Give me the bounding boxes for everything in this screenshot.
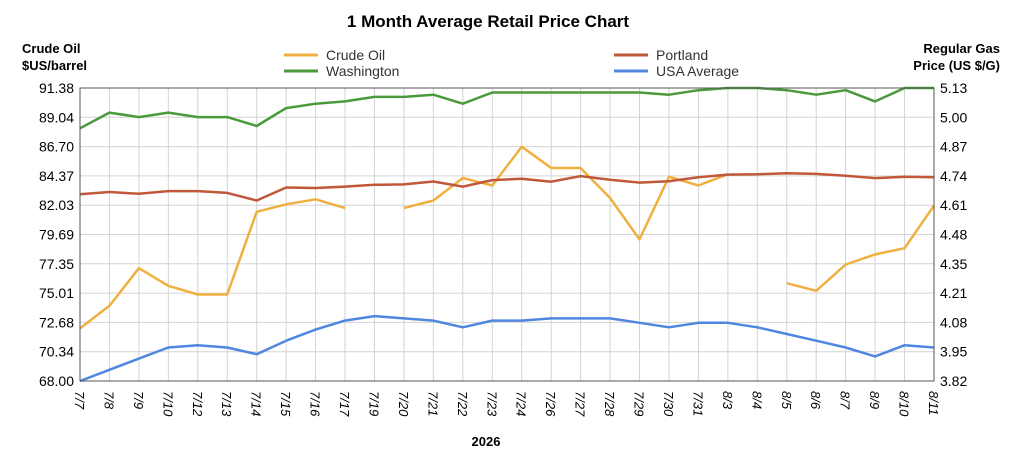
x-tick-label: 7/10 xyxy=(160,391,175,417)
x-tick-label: 7/9 xyxy=(131,391,146,409)
x-tick-label: 7/14 xyxy=(249,391,264,416)
left-axis-label-line2: $US/barrel xyxy=(22,58,87,73)
x-tick-label: 8/5 xyxy=(779,391,794,410)
x-tick-label: 7/7 xyxy=(72,391,87,410)
right-tick-label: 4.35 xyxy=(940,256,967,272)
x-tick-label: 7/8 xyxy=(101,391,116,410)
x-tick-label: 7/13 xyxy=(219,391,234,417)
left-tick-label: 89.04 xyxy=(39,109,74,125)
x-tick-label: 7/31 xyxy=(690,391,705,416)
left-tick-label: 91.38 xyxy=(39,80,74,96)
x-axis-label: 2026 xyxy=(472,434,501,449)
left-tick-label: 84.37 xyxy=(39,168,74,184)
axes: 91.38 5.13 89.04 5.00 86.70 4.87 84.37 4.74 82.0… xyxy=(39,80,968,417)
x-tick-label: 8/4 xyxy=(749,391,764,409)
right-tick-label: 4.08 xyxy=(940,314,967,330)
x-tick-label: 8/11 xyxy=(926,391,941,415)
x-tick-label: 7/23 xyxy=(484,391,499,417)
left-tick-label: 70.34 xyxy=(39,344,74,360)
left-tick-label: 82.03 xyxy=(39,197,74,213)
right-tick-label: 3.95 xyxy=(940,344,967,360)
grid xyxy=(79,87,935,382)
x-tick-label: 7/28 xyxy=(602,391,617,417)
right-tick-label: 4.87 xyxy=(940,139,967,155)
right-tick-label: 4.21 xyxy=(940,285,967,301)
x-tick-label: 7/16 xyxy=(308,391,323,417)
left-tick-label: 77.35 xyxy=(39,256,74,272)
left-tick-label: 86.70 xyxy=(39,139,74,155)
left-tick-label: 68.00 xyxy=(39,373,74,389)
legend-label-usa-average: USA Average xyxy=(656,63,739,79)
right-tick-label: 4.61 xyxy=(940,197,967,213)
x-tick-label: 7/24 xyxy=(514,391,529,416)
legend-label-washington: Washington xyxy=(326,63,399,79)
x-tick-label: 8/9 xyxy=(867,391,882,409)
right-tick-label: 5.00 xyxy=(940,109,967,125)
right-tick-label: 4.48 xyxy=(940,227,967,243)
x-tick-label: 7/30 xyxy=(661,391,676,417)
x-tick-label: 8/10 xyxy=(897,391,912,417)
series-line-crude-oil xyxy=(79,145,936,330)
x-tick-label: 7/19 xyxy=(366,391,381,416)
x-tick-label: 7/20 xyxy=(396,391,411,417)
x-tick-label: 7/27 xyxy=(573,391,588,417)
chart-title: 1 Month Average Retail Price Chart xyxy=(347,12,629,31)
x-tick-label: 7/17 xyxy=(337,391,352,417)
left-tick-label: 72.68 xyxy=(39,314,74,330)
x-tick-label: 8/7 xyxy=(838,391,853,410)
x-tick-label: 7/21 xyxy=(425,391,440,416)
plot-border xyxy=(79,87,935,382)
x-tick-label: 8/6 xyxy=(808,391,823,410)
x-tick-label: 7/15 xyxy=(278,391,293,417)
x-tick-label: 7/29 xyxy=(632,391,647,416)
x-tick-label: 8/3 xyxy=(720,391,735,410)
right-axis-label-line2: Price (US $/G) xyxy=(913,58,1000,73)
x-tick-label: 7/12 xyxy=(190,391,205,417)
series-line-washington xyxy=(79,86,934,130)
legend-label-crude-oil: Crude Oil xyxy=(326,47,385,63)
right-tick-label: 4.74 xyxy=(940,168,967,184)
right-axis-label-line1: Regular Gas xyxy=(923,41,1000,56)
left-axis-label-line1: Crude Oil xyxy=(22,41,81,56)
x-tick-label: 7/26 xyxy=(543,391,558,417)
left-tick-label: 75.01 xyxy=(39,285,74,301)
left-tick-label: 79.69 xyxy=(39,227,74,243)
x-tick-label: 7/22 xyxy=(455,391,470,417)
right-tick-label: 3.82 xyxy=(940,373,967,389)
right-tick-label: 5.13 xyxy=(940,80,967,96)
legend-label-portland: Portland xyxy=(656,47,708,63)
series-line-portland xyxy=(79,171,935,202)
series-lines xyxy=(79,86,936,383)
series-line-usa-average xyxy=(79,314,935,383)
